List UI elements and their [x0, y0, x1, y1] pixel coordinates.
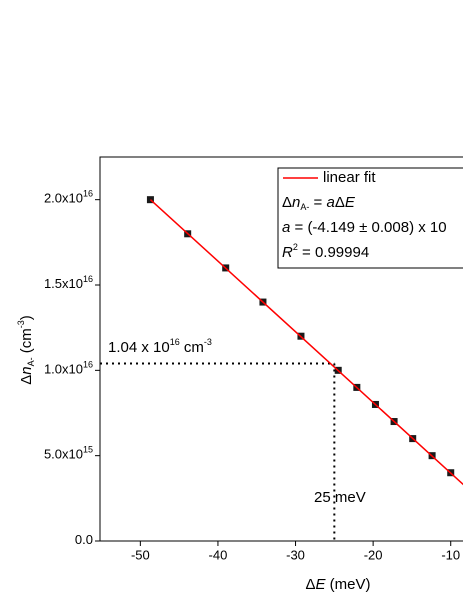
y-tick-mantissa: 0.0 [75, 532, 93, 547]
y-label-part: ) [18, 315, 35, 320]
annotation-part: -3 [204, 337, 212, 347]
x-label-part: (meV) [326, 576, 371, 593]
eq-part: Δ [335, 194, 345, 211]
eq-part: a [282, 219, 290, 236]
eq-part: = [309, 194, 326, 211]
y-tick-exponent: 15 [83, 445, 93, 455]
x-label-part: Δ [305, 576, 315, 593]
legend-entry: linear fit [323, 169, 376, 186]
x-tick-label: -10 [441, 547, 460, 562]
x-tick-label: -20 [364, 547, 383, 562]
x-tick-label: -40 [209, 547, 228, 562]
y-tick-mantissa: 1.0x10 [44, 362, 83, 377]
y-tick-mantissa: 2.0x10 [44, 191, 83, 206]
legend-r2: R2 = 0.99994 [282, 242, 369, 261]
y-tick-label: 2.0x1016 [44, 189, 93, 206]
annotation-part: 1.04 x 10 [108, 339, 170, 356]
eq-part: A- [300, 202, 309, 212]
fit-line [149, 199, 463, 486]
x-tick-label: -30 [286, 547, 305, 562]
y-tick-mantissa: 5.0x10 [44, 447, 83, 462]
annotation-part: 16 [170, 337, 180, 347]
eq-part: = 0.99994 [298, 244, 369, 261]
x-label-part: E [316, 576, 327, 593]
eq-part: R [282, 244, 293, 261]
legend-slope: a = (-4.149 ± 0.008) x 10 [282, 219, 447, 236]
y-tick-label: 1.0x1016 [44, 360, 93, 377]
eq-part: a [326, 194, 334, 211]
annotation-part: cm [180, 339, 204, 356]
y-tick-exponent: 16 [83, 360, 93, 370]
annotation: 25 meV [314, 489, 366, 506]
y-label-part: Δ [18, 375, 35, 385]
y-tick-exponent: 16 [83, 189, 93, 199]
y-label-part: -3 [16, 320, 26, 328]
y-tick-label: 0.0 [75, 532, 93, 547]
eq-part: 2 [293, 242, 298, 252]
y-tick-label: 1.5x1016 [44, 274, 93, 291]
y-tick-label: 5.0x1015 [44, 445, 93, 462]
y-label-part: A- [26, 357, 36, 366]
eq-part: E [345, 194, 356, 211]
annotation: 1.04 x 1016 cm-3 [108, 337, 212, 356]
y-label-part: n [18, 366, 35, 374]
legend-equation: ΔnA- = aΔE [282, 194, 356, 212]
y-axis-label: ΔnA- (cm-3) [16, 315, 36, 385]
eq-part: Δ [282, 194, 292, 211]
y-label-part: (cm [18, 328, 35, 357]
eq-part: n [292, 194, 300, 211]
y-tick-mantissa: 1.5x10 [44, 276, 83, 291]
x-axis-label: ΔE (meV) [305, 576, 370, 593]
eq-part: = (-4.149 ± 0.008) x 10 [290, 219, 446, 236]
x-tick-label: -50 [131, 547, 150, 562]
y-tick-exponent: 16 [83, 274, 93, 284]
legend-box [277, 167, 463, 269]
plot-frame [99, 156, 463, 542]
